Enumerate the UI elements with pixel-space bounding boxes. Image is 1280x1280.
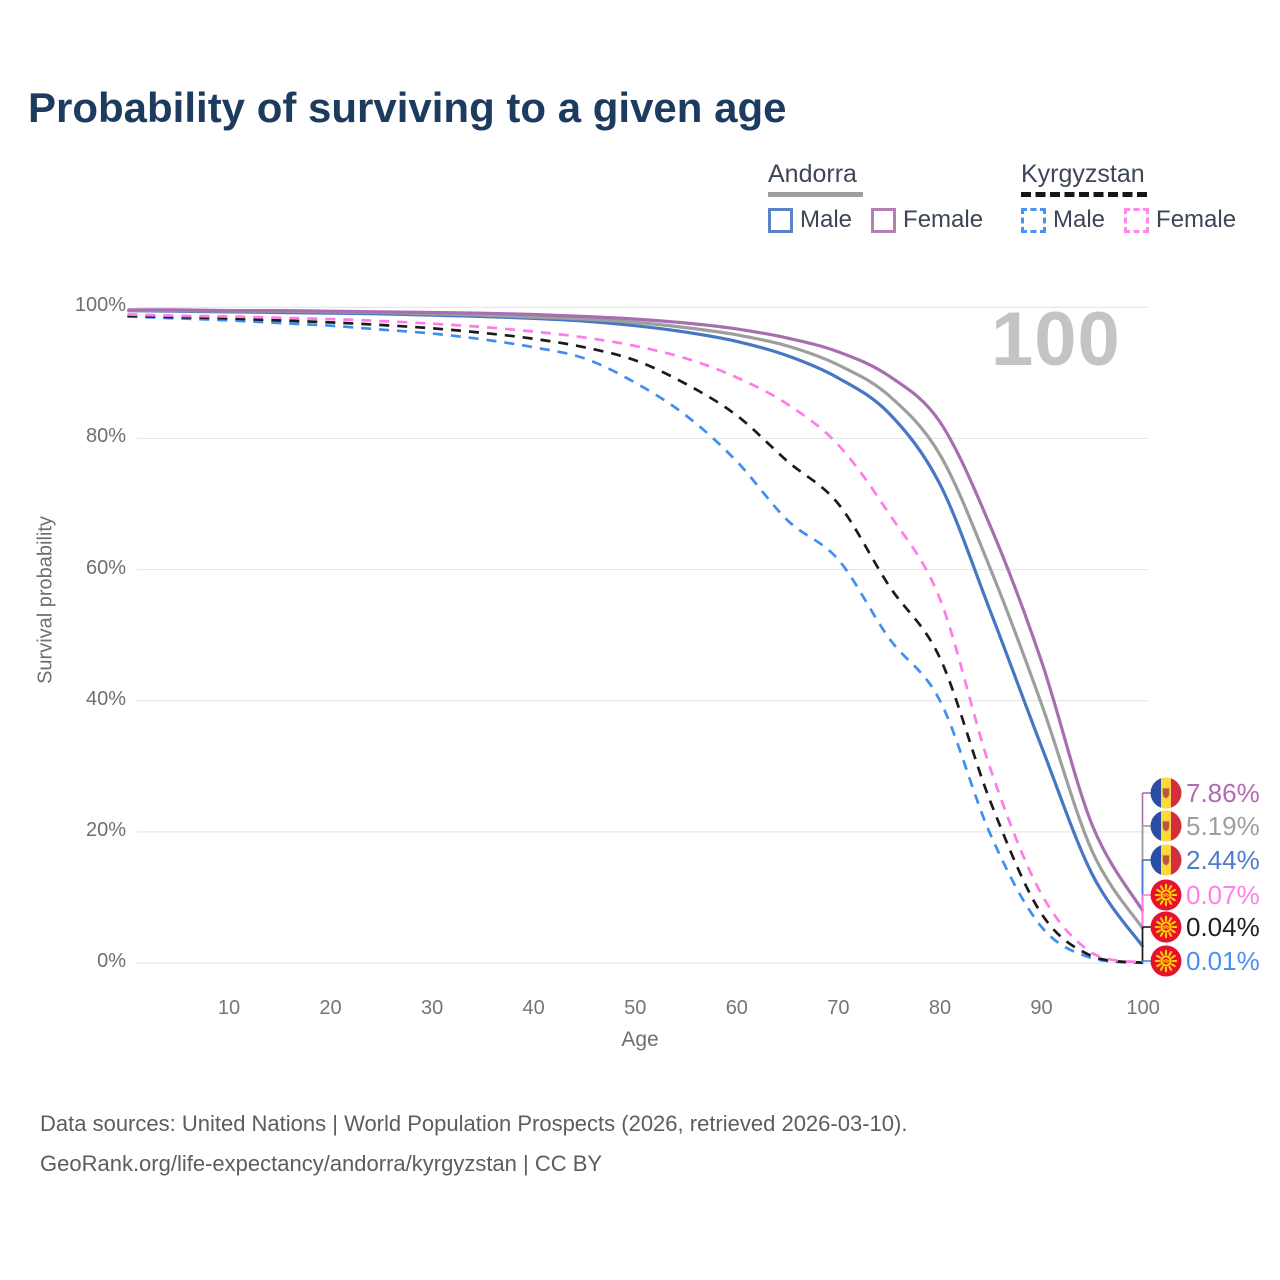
legend-item-andorra-female[interactable]: Female [871, 206, 983, 234]
legend-group-andorra: Andorra Male Female [768, 160, 1002, 234]
legend-swatch-kyrgyzstan-female[interactable] [1124, 207, 1150, 233]
legend-label-andorra-male: Male [800, 206, 853, 233]
kyrgyzstan-flag-icon [1150, 911, 1182, 943]
x-tick-label: 50 [624, 997, 647, 1019]
legend-swatch-andorra-female[interactable] [871, 207, 897, 233]
andorra-flag-icon [1150, 810, 1182, 842]
series-line-kyrgyzstan-female[interactable] [127, 313, 1144, 964]
series-line-andorra-female[interactable] [127, 308, 1145, 913]
legend-item-kyrgyzstan-male[interactable]: Male [1021, 206, 1105, 234]
legend-item-kyrgyzstan-female[interactable]: Female [1124, 206, 1236, 234]
footer-line-2: GeoRank.org/life-expectancy/andorra/kyrg… [40, 1151, 603, 1176]
footer-source-note: Data sources: United Nations | World Pop… [40, 1104, 907, 1184]
age-watermark: 100 [991, 297, 1121, 382]
end-value-label: 2.44% [1186, 845, 1260, 875]
end-value-label: 5.19% [1186, 811, 1260, 841]
x-tick-label: 30 [420, 997, 444, 1019]
page-title: Probability of surviving to a given age [28, 84, 787, 131]
legend-label-andorra-female: Female [903, 206, 984, 233]
legend-group-kyrgyzstan: Kyrgyzstan Male Female [1021, 160, 1255, 234]
end-value-label: 0.04% [1186, 912, 1260, 942]
series-line-kyrgyzstan-all[interactable] [127, 314, 1144, 965]
legend-label-kyrgyzstan-male: Male [1053, 206, 1106, 233]
series-line-andorra-male[interactable] [127, 309, 1145, 948]
y-tick-label: 80% [85, 425, 126, 448]
footer-line-1: Data sources: United Nations | World Pop… [40, 1111, 908, 1136]
andorra-flag-icon [1150, 777, 1182, 809]
series-line-kyrgyzstan-male[interactable] [127, 315, 1144, 965]
end-value-label: 7.86% [1186, 778, 1260, 808]
y-tick-label: 60% [85, 556, 126, 579]
y-tick-label: 100% [74, 294, 126, 317]
x-tick-label: 70 [827, 997, 850, 1019]
x-tick-label: 60 [725, 997, 748, 1019]
x-tick-label: 80 [928, 997, 952, 1019]
end-value-label: 0.01% [1186, 946, 1260, 976]
x-tick-label: 20 [319, 997, 342, 1019]
legend-country-kyrgyzstan: Kyrgyzstan [1021, 160, 1145, 188]
legend-item-andorra-male[interactable]: Male [768, 206, 852, 234]
andorra-flag-icon [1150, 844, 1182, 876]
legend-swatch-andorra-male[interactable] [768, 207, 793, 233]
legend-linestyle-solid-sample [768, 192, 863, 197]
legend-label-kyrgyzstan-female: Female [1156, 206, 1237, 233]
x-tick-label: 90 [1030, 997, 1053, 1019]
x-tick-label: 10 [217, 997, 241, 1019]
kyrgyzstan-flag-icon [1150, 879, 1182, 911]
kyrgyzstan-flag-icon [1150, 945, 1182, 977]
legend-swatch-kyrgyzstan-male[interactable] [1021, 207, 1046, 233]
x-axis-title: Age [621, 1028, 659, 1051]
y-axis-title: Survival probability [34, 516, 57, 684]
legend-linestyle-dashed-sample [1021, 192, 1147, 197]
y-tick-label: 20% [85, 818, 126, 841]
end-value-label: 0.07% [1186, 880, 1260, 910]
x-tick-label: 100 [1126, 997, 1160, 1019]
x-tick-label: 40 [522, 997, 545, 1019]
y-tick-label: 40% [85, 687, 126, 710]
legend-country-andorra: Andorra [768, 160, 857, 188]
y-tick-label: 0% [97, 950, 126, 972]
